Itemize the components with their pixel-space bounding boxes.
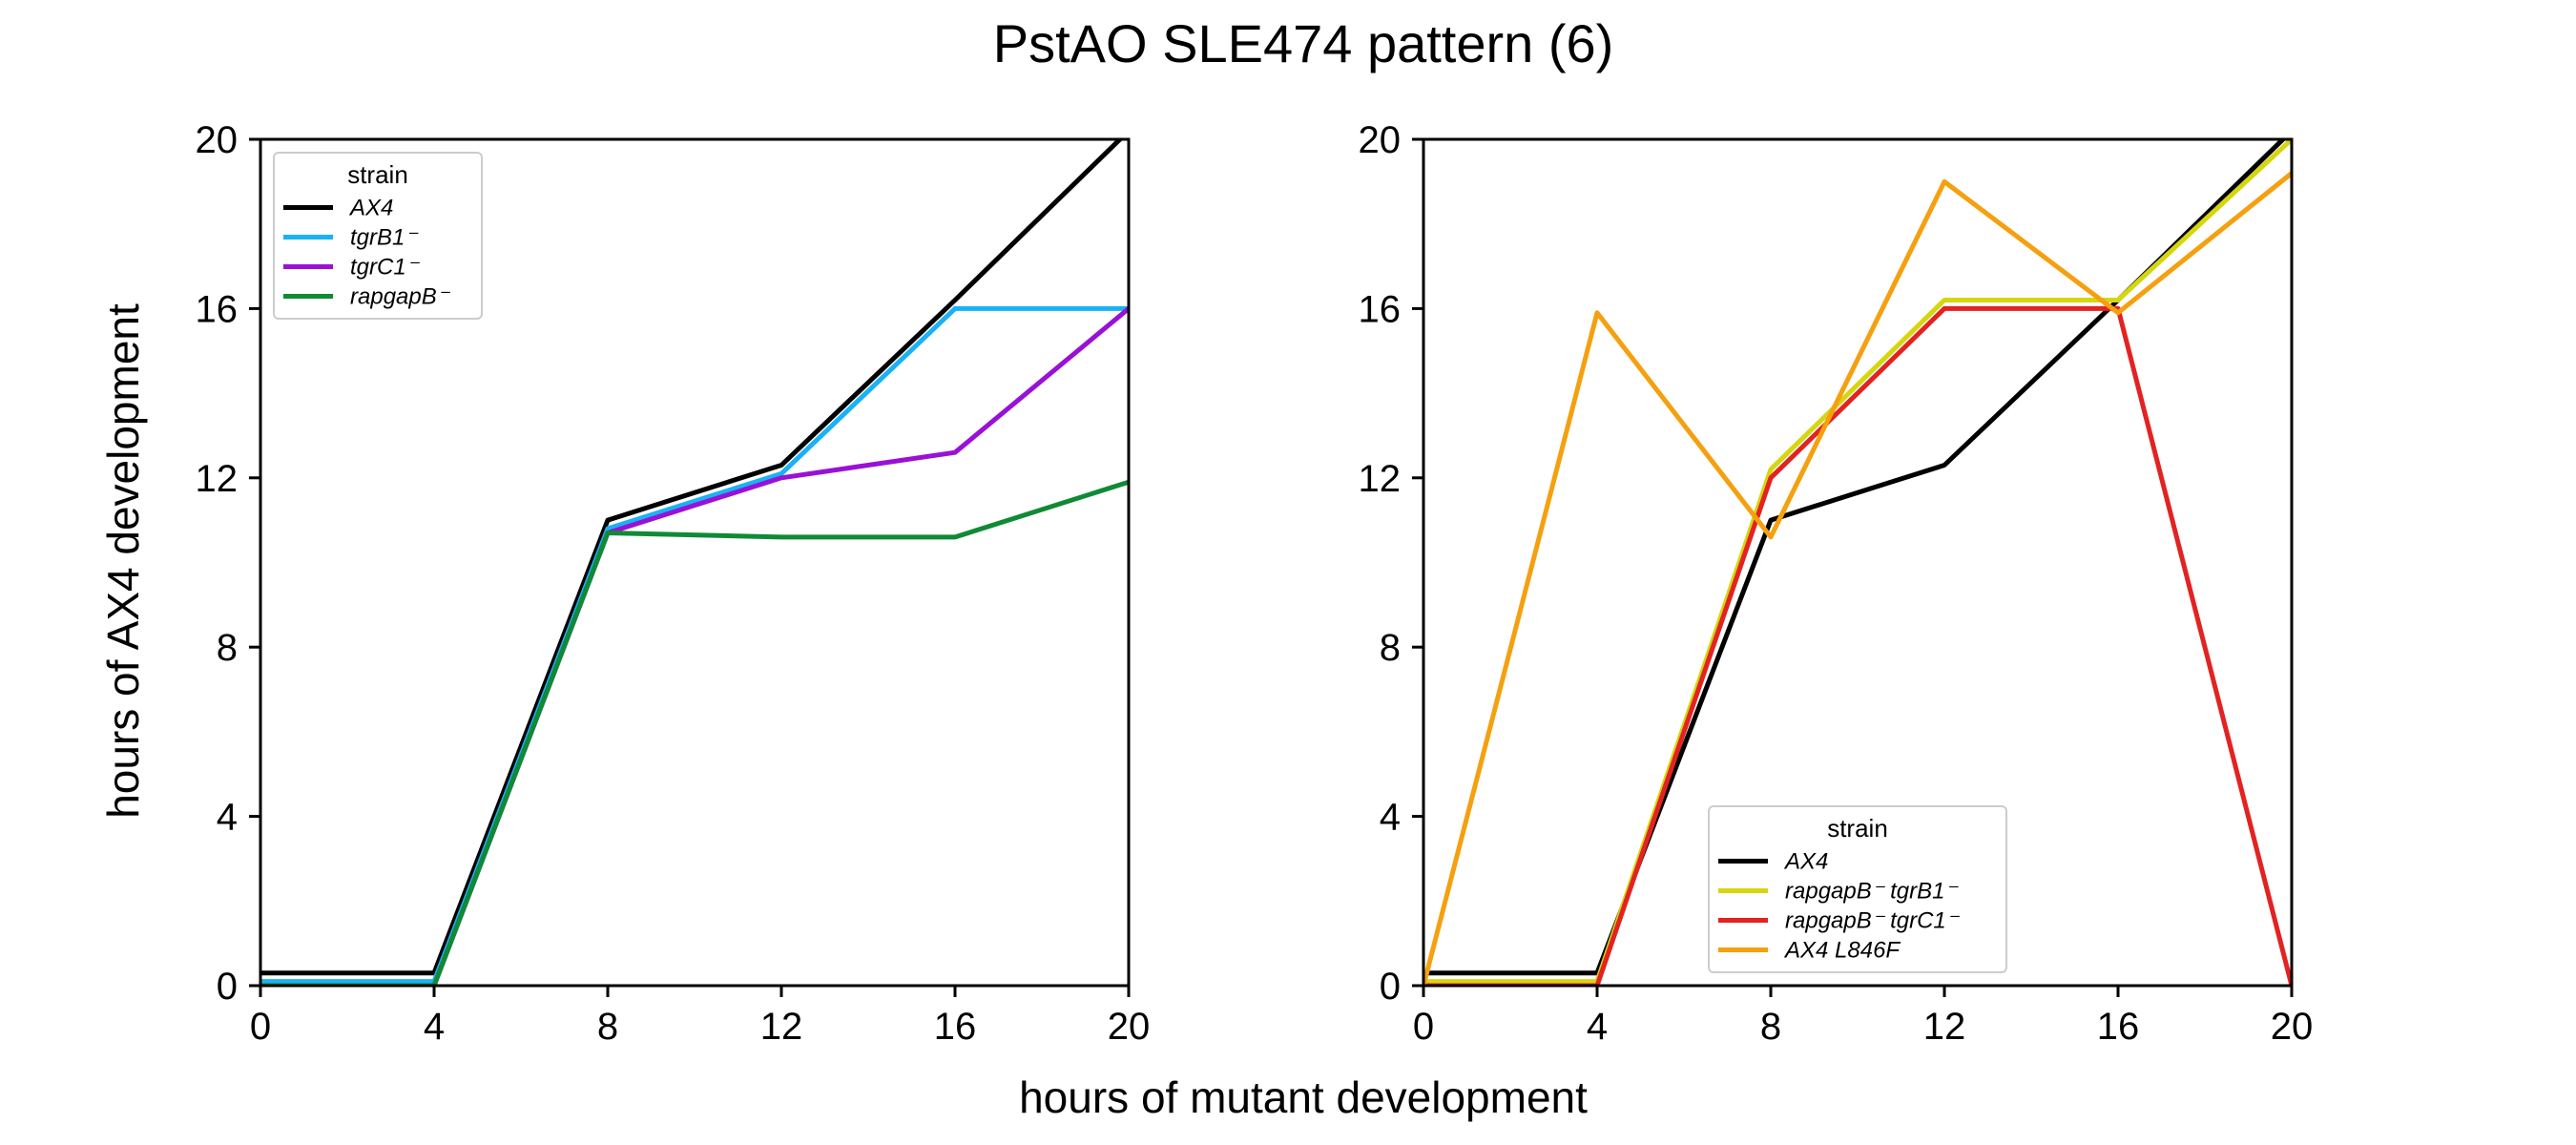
series-line-2 [1423,305,2292,986]
y-tick-label: 8 [1380,627,1401,669]
y-tick-label: 0 [1380,966,1401,1008]
legend-box [1708,805,2007,973]
plot-frame [1422,137,2294,988]
legend: strain AX4 rapgapB⁻ tgrB1⁻ rapgapB⁻ tgrC1⁻ A… [1708,805,2007,973]
x-axis-title: hours of mutant development [1019,1072,1588,1122]
y-tick-label: 12 [1359,458,1402,500]
legend-label: tgrB1⁻ [350,225,419,251]
panel-right: 0 4 8 12 16 20 0 4 8 12 16 20 strain AX4 rapgapB⁻ tgrB… [1359,119,2314,1048]
legend-label: AX4 L846F [1783,938,1901,964]
x-tick-label: 0 [250,1006,271,1048]
legend-label: tgrC1⁻ [350,255,421,281]
x-tick-label: 12 [760,1006,803,1048]
y-tick-label: 16 [1359,288,1402,330]
y-tick-label: 16 [196,288,239,330]
legend-title: strain [347,160,408,189]
x-tick-label: 12 [1923,1006,1966,1048]
x-tick-label: 4 [424,1006,445,1048]
x-tick-label: 20 [1108,1006,1151,1048]
legend-title: strain [1827,814,1888,843]
y-axis-title: hours of AX4 development [98,303,148,819]
plot-frame [259,137,1131,988]
panel-left: 0 4 8 12 16 20 0 4 8 12 16 20 strain AX4 tgrB1⁻ tgrC1⁻ r… [196,119,1151,1048]
y-tick-label: 4 [217,797,238,839]
x-tick-label: 4 [1587,1006,1608,1048]
x-tick-label: 8 [1760,1006,1781,1048]
series-line-3 [1423,171,2292,986]
legend-label: AX4 [348,196,393,221]
y-tick-label: 8 [217,627,238,669]
x-tick-label: 20 [2271,1006,2314,1048]
x-tick-label: 16 [2097,1006,2140,1048]
x-tick-label: 8 [597,1006,618,1048]
legend-label: rapgapB⁻ tgrC1⁻ [1785,908,1961,934]
x-tick-label: 0 [1413,1006,1434,1048]
legend-label: rapgapB⁻ tgrB1⁻ [1785,879,1959,905]
legend-label: AX4 [1783,849,1828,875]
series-line-1 [260,305,1129,985]
series-line-1 [1423,139,2292,985]
series-line-3 [260,479,1129,986]
series-line-0 [260,139,1124,976]
y-tick-label: 20 [1359,119,1402,161]
y-tick-label: 12 [196,458,239,500]
series-group [1423,139,2292,986]
legend: strain AX4 tgrB1⁻ tgrC1⁻ rapgapB⁻ [273,152,483,320]
y-tick-label: 0 [217,966,238,1008]
legend-label: rapgapB⁻ [350,284,451,310]
figure-title: PstAO SLE474 pattern (6) [993,13,1614,73]
series-group [260,139,1129,986]
y-tick-label: 20 [196,119,239,161]
legend-box [273,152,483,320]
series-line-2 [260,306,1129,986]
x-tick-label: 16 [934,1006,977,1048]
y-tick-label: 4 [1380,797,1401,839]
